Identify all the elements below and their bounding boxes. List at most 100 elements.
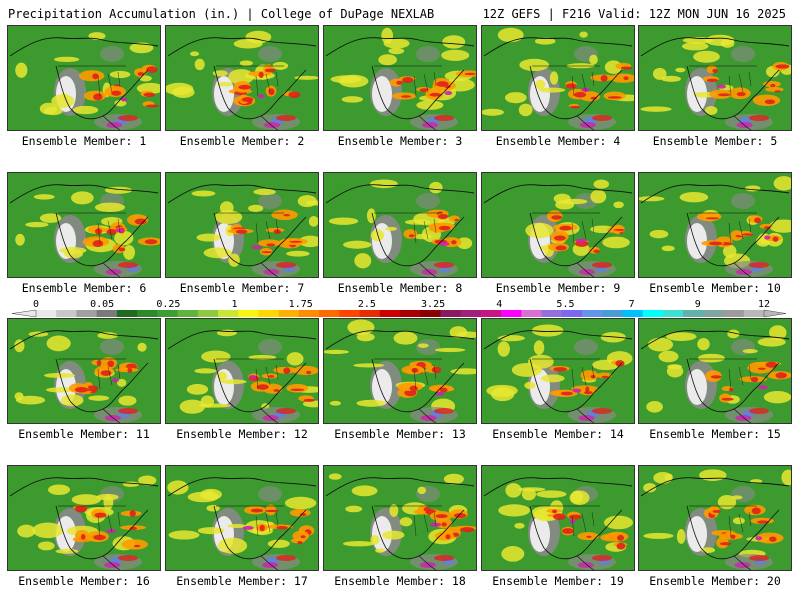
colorbar-tick-label: 0 — [33, 299, 39, 310]
colorbar-bin — [541, 310, 563, 317]
ensemble-member-map — [7, 25, 161, 131]
ensemble-member-map — [165, 172, 319, 278]
colorbar-bin — [400, 310, 421, 317]
colorbar-tick-label: 2.5 — [358, 299, 376, 310]
precip-map-image — [167, 477, 317, 570]
colorbar-bin — [278, 310, 300, 317]
colorbar-bin — [642, 310, 664, 317]
ensemble-member-label: Ensemble Member: 18 — [334, 574, 466, 588]
colorbar-tick-label: 1 — [232, 299, 238, 310]
colorbar-bin — [116, 310, 138, 317]
colorbar-bin — [420, 310, 441, 317]
colorbar-bin — [56, 310, 77, 317]
colorbar-tick-label: 4 — [496, 299, 502, 310]
colorbar-bin — [197, 310, 219, 317]
ensemble-member-label: Ensemble Member: 19 — [492, 574, 624, 588]
colorbar-tick-label: 1.75 — [289, 299, 313, 310]
ensemble-member-label: Ensemble Member: 7 — [179, 281, 305, 295]
colorbar-bin — [76, 310, 98, 317]
ensemble-member-label: Ensemble Member: 8 — [337, 281, 463, 295]
precip-map-image — [483, 324, 633, 423]
precip-map-image — [325, 179, 475, 277]
precip-map-image — [483, 179, 633, 277]
ensemble-member-map — [638, 25, 792, 131]
precip-map-image — [324, 319, 476, 423]
colorbar-bin — [218, 310, 239, 317]
ensemble-member-label: Ensemble Member: 1 — [21, 134, 147, 148]
ensemble-member-map — [323, 465, 477, 571]
precip-map-image — [9, 32, 160, 130]
ensemble-member-map — [323, 25, 477, 131]
ensemble-member-label: Ensemble Member: 4 — [495, 134, 621, 148]
precip-map-image — [9, 184, 160, 277]
colorbar-bin — [602, 310, 623, 317]
colorbar-bin — [622, 310, 644, 317]
ensemble-member-label: Ensemble Member: 11 — [18, 427, 150, 441]
colorbar-bin — [460, 310, 482, 317]
ensemble-member-map — [323, 318, 477, 424]
precip-map-image — [325, 473, 476, 570]
precip-map-image — [166, 30, 318, 130]
precip-map-image — [325, 27, 476, 130]
colorbar-tick-label: 7 — [629, 299, 635, 310]
colorbar-tick-label: 12 — [758, 299, 770, 310]
run-valid-time: 12Z GEFS | F216 Valid: 12Z MON JUN 16 20… — [482, 7, 786, 21]
colorbar-tick-label: 0.05 — [90, 299, 114, 310]
ensemble-member-map — [165, 318, 319, 424]
ensemble-member-label: Ensemble Member: 3 — [337, 134, 463, 148]
colorbar-bin — [662, 310, 684, 317]
colorbar-bin — [359, 310, 381, 317]
colorbar-tick-label: 3.25 — [421, 299, 445, 310]
ensemble-member-label: Ensemble Member: 10 — [649, 281, 781, 295]
ensemble-member-label: Ensemble Member: 16 — [18, 574, 150, 588]
precip-map-image — [167, 329, 318, 423]
ensemble-member-map — [481, 25, 635, 131]
precip-map-image — [482, 27, 634, 130]
ensemble-member-label: Ensemble Member: 9 — [495, 281, 621, 295]
ensemble-member-label: Ensemble Member: 12 — [176, 427, 308, 441]
precip-map-image — [167, 184, 318, 277]
colorbar-bin — [480, 310, 502, 317]
ensemble-member-map — [165, 25, 319, 131]
ensemble-member-label: Ensemble Member: 14 — [492, 427, 624, 441]
precip-map-image — [640, 469, 791, 570]
colorbar-bin — [379, 310, 401, 317]
ensemble-member-map — [638, 318, 792, 424]
precip-map-image — [483, 477, 633, 570]
colorbar-bin — [440, 310, 462, 317]
ensemble-member-map — [7, 318, 161, 424]
ensemble-member-label: Ensemble Member: 17 — [176, 574, 308, 588]
ensemble-member-map — [481, 465, 635, 571]
colorbar-bin — [238, 310, 259, 317]
precip-map-image — [640, 325, 791, 423]
ensemble-member-map — [7, 465, 161, 571]
colorbar-bin — [743, 310, 765, 317]
ensemble-member-map — [7, 172, 161, 278]
colorbar-bin — [298, 310, 320, 317]
colorbar-bin — [258, 310, 280, 317]
colorbar-tick-label: 0.25 — [156, 299, 180, 310]
colorbar-tick-label: 5.5 — [556, 299, 574, 310]
colorbar-bin — [683, 310, 704, 317]
precip-map-image — [640, 34, 791, 130]
ensemble-member-label: Ensemble Member: 20 — [649, 574, 781, 588]
ensemble-member-map — [638, 172, 792, 278]
colorbar-bin — [319, 310, 340, 317]
ensemble-member-map — [481, 172, 635, 278]
colorbar-bin — [723, 310, 745, 317]
colorbar-bin — [521, 310, 542, 317]
colorbar-bin — [36, 310, 57, 317]
colorbar-bin — [561, 310, 583, 317]
colorbar-bin — [157, 310, 178, 317]
colorbar-bin — [177, 310, 199, 317]
precip-map-image — [639, 176, 791, 277]
ensemble-member-map — [638, 465, 792, 571]
ensemble-member-label: Ensemble Member: 15 — [649, 427, 781, 441]
colorbar-left-arrow — [11, 309, 37, 318]
ensemble-member-map — [323, 172, 477, 278]
ensemble-member-label: Ensemble Member: 13 — [334, 427, 466, 441]
page-title: Precipitation Accumulation (in.) | Colle… — [8, 7, 435, 21]
ensemble-member-map — [165, 465, 319, 571]
colorbar-bin — [703, 310, 724, 317]
ensemble-member-map — [481, 318, 635, 424]
